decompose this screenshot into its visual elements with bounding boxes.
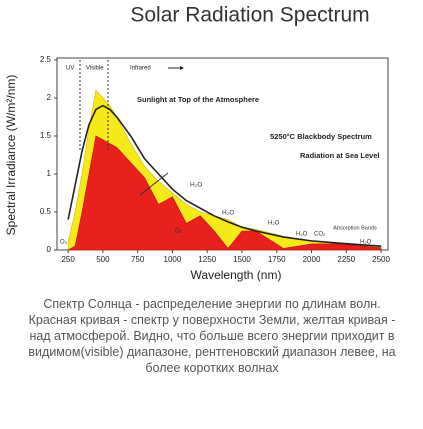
spectrum-area [67, 135, 382, 251]
annotation: Absorption Bands [333, 225, 377, 231]
x-tick-label: 1500 [233, 255, 251, 264]
series-label: 5250°C Blackbody Spectrum [270, 132, 372, 141]
annotation: O₂ [175, 229, 183, 235]
series-label: Sunlight at Top of the Atmosphere [137, 95, 259, 104]
x-tick-label: 500 [96, 255, 110, 264]
annotation: Infrared [130, 66, 151, 72]
chart: Solar Radiation Spectrum Wavelength (nm)… [4, 4, 390, 283]
x-tick-label: 1000 [164, 255, 182, 264]
x-axis-label: Wavelength (nm) [191, 268, 282, 282]
y-tick-label: 0.5 [40, 207, 52, 216]
y-tick-label: 2.5 [40, 55, 52, 64]
annotation: H₂O [222, 210, 234, 217]
x-tick-label: 1750 [268, 255, 286, 264]
blackbody-line [67, 104, 382, 247]
annotation: Visible [86, 66, 104, 72]
x-tick-label: 750 [131, 255, 145, 264]
y-axis-label: Spectral Irradiance (W/m²/nm) [4, 75, 18, 236]
x-tick-label: 1250 [198, 255, 216, 264]
x-tick-label: 2000 [303, 255, 321, 264]
x-tick-label: 250 [61, 255, 75, 264]
annotation: H₂O [296, 232, 308, 238]
annotation: UV [66, 66, 74, 72]
chart-title: Solar Radiation Spectrum [130, 4, 369, 27]
x-tick-label: 2250 [337, 255, 355, 264]
annotation: O₃ [60, 240, 68, 246]
y-tick-label: 1 [47, 169, 52, 178]
pointer [139, 172, 169, 196]
y-tick-label: 2 [47, 93, 52, 102]
annotation: CO₂ [314, 232, 326, 238]
x-tick-label: 2500 [372, 255, 390, 264]
annotation: H₂O [268, 221, 280, 227]
arrow-head [180, 66, 184, 70]
annotation: H₂O [360, 240, 372, 246]
caption: Спектр Солнца - распределение энергии по… [28, 297, 396, 375]
y-tick-label: 0 [47, 245, 52, 254]
y-tick-label: 1.5 [40, 131, 52, 140]
series-label: Radiation at Sea Level [300, 151, 380, 160]
annotation: H₂O [190, 182, 202, 189]
